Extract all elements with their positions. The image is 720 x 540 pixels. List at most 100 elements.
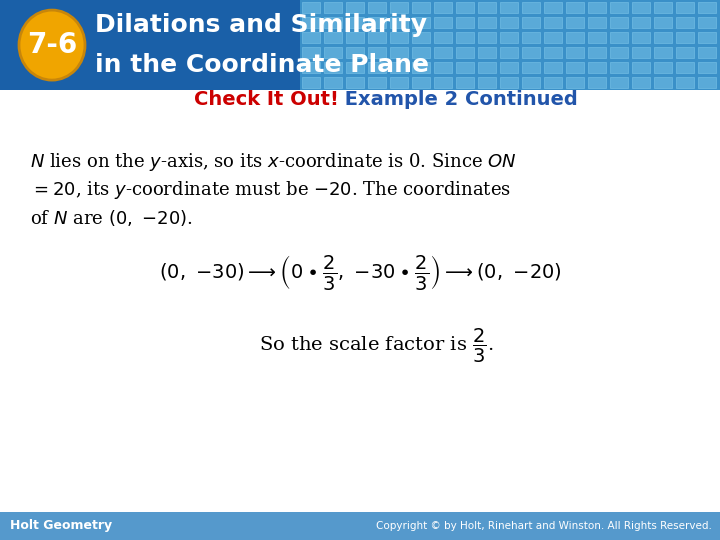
Bar bbox=[698, 2, 716, 13]
Bar bbox=[412, 2, 430, 13]
Bar bbox=[302, 32, 320, 43]
Bar bbox=[368, 47, 386, 58]
Bar bbox=[588, 77, 606, 88]
Bar bbox=[412, 47, 430, 58]
Bar bbox=[368, 17, 386, 28]
Bar bbox=[676, 77, 694, 88]
Bar bbox=[368, 62, 386, 73]
Bar bbox=[522, 47, 540, 58]
Bar bbox=[368, 32, 386, 43]
Bar bbox=[522, 77, 540, 88]
Bar bbox=[434, 62, 452, 73]
Bar bbox=[588, 47, 606, 58]
Text: Example 2 Continued: Example 2 Continued bbox=[338, 90, 578, 110]
Bar bbox=[544, 2, 562, 13]
Bar bbox=[478, 2, 496, 13]
Bar bbox=[324, 62, 342, 73]
Bar bbox=[478, 62, 496, 73]
Bar bbox=[412, 62, 430, 73]
Bar bbox=[632, 2, 650, 13]
Bar bbox=[632, 32, 650, 43]
Bar bbox=[302, 17, 320, 28]
Bar bbox=[390, 17, 408, 28]
Bar bbox=[324, 77, 342, 88]
Bar bbox=[566, 77, 584, 88]
Bar bbox=[456, 62, 474, 73]
Bar bbox=[610, 77, 628, 88]
Bar bbox=[302, 77, 320, 88]
Bar bbox=[478, 47, 496, 58]
Bar bbox=[500, 62, 518, 73]
Bar bbox=[654, 17, 672, 28]
Bar bbox=[654, 62, 672, 73]
Bar bbox=[500, 2, 518, 13]
Bar bbox=[566, 2, 584, 13]
Ellipse shape bbox=[19, 10, 85, 80]
Bar bbox=[324, 2, 342, 13]
Bar bbox=[698, 47, 716, 58]
Bar bbox=[478, 77, 496, 88]
Bar bbox=[324, 17, 342, 28]
Bar bbox=[654, 47, 672, 58]
Bar bbox=[346, 32, 364, 43]
Bar bbox=[676, 17, 694, 28]
Bar bbox=[0, 0, 300, 90]
Text: $= 20$, its $y$-coordinate must be $-20$. The coordinates: $= 20$, its $y$-coordinate must be $-20$… bbox=[30, 179, 511, 201]
Bar bbox=[588, 62, 606, 73]
Bar bbox=[566, 17, 584, 28]
Bar bbox=[566, 47, 584, 58]
Text: Copyright © by Holt, Rinehart and Winston. All Rights Reserved.: Copyright © by Holt, Rinehart and Winsto… bbox=[376, 521, 712, 531]
Bar bbox=[434, 77, 452, 88]
Bar bbox=[610, 62, 628, 73]
Bar bbox=[676, 47, 694, 58]
Bar bbox=[676, 2, 694, 13]
Bar bbox=[698, 17, 716, 28]
Bar bbox=[654, 77, 672, 88]
Text: 7-6: 7-6 bbox=[27, 31, 77, 59]
Bar bbox=[346, 2, 364, 13]
Bar bbox=[302, 47, 320, 58]
Text: in the Coordinate Plane: in the Coordinate Plane bbox=[95, 53, 429, 77]
Bar bbox=[346, 77, 364, 88]
Bar bbox=[566, 32, 584, 43]
Bar bbox=[676, 62, 694, 73]
Bar bbox=[434, 17, 452, 28]
Bar bbox=[654, 32, 672, 43]
Bar bbox=[390, 77, 408, 88]
Bar bbox=[566, 62, 584, 73]
Bar bbox=[0, 512, 720, 540]
Bar bbox=[456, 47, 474, 58]
Bar bbox=[478, 32, 496, 43]
Bar bbox=[412, 77, 430, 88]
Bar bbox=[632, 47, 650, 58]
Bar bbox=[632, 17, 650, 28]
Bar bbox=[390, 2, 408, 13]
Bar bbox=[544, 47, 562, 58]
Bar bbox=[544, 77, 562, 88]
Bar bbox=[698, 77, 716, 88]
Bar bbox=[324, 32, 342, 43]
Bar bbox=[544, 17, 562, 28]
Bar bbox=[632, 77, 650, 88]
Bar bbox=[500, 17, 518, 28]
Bar bbox=[346, 17, 364, 28]
Bar bbox=[610, 17, 628, 28]
Text: Dilations and Similarity: Dilations and Similarity bbox=[95, 14, 427, 37]
Bar bbox=[522, 17, 540, 28]
Bar bbox=[412, 32, 430, 43]
Bar bbox=[544, 62, 562, 73]
Bar bbox=[544, 32, 562, 43]
Bar bbox=[610, 32, 628, 43]
Text: So the scale factor is $\dfrac{2}{3}$.: So the scale factor is $\dfrac{2}{3}$. bbox=[259, 327, 494, 364]
Bar bbox=[300, 0, 720, 90]
Bar bbox=[500, 32, 518, 43]
Bar bbox=[302, 2, 320, 13]
Bar bbox=[610, 47, 628, 58]
Bar bbox=[654, 2, 672, 13]
Bar bbox=[412, 17, 430, 28]
Text: Holt Geometry: Holt Geometry bbox=[10, 519, 112, 532]
Bar bbox=[390, 47, 408, 58]
Bar bbox=[434, 2, 452, 13]
Bar bbox=[698, 32, 716, 43]
Bar bbox=[324, 47, 342, 58]
